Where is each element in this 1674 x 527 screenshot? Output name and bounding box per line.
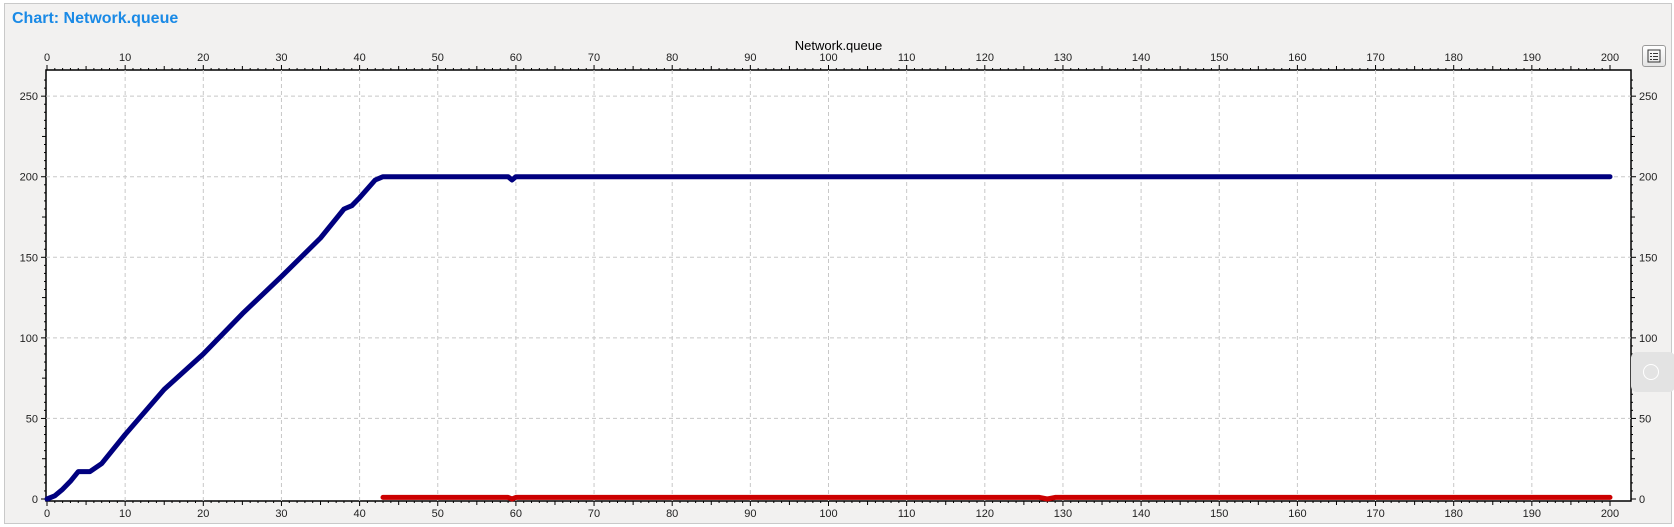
x-tick-label-top: 20 (197, 52, 209, 64)
x-tick-label-top: 100 (819, 52, 837, 64)
x-tick-label-bottom: 30 (275, 508, 287, 520)
x-tick-label-bottom: 10 (119, 508, 131, 520)
x-tick-label-bottom: 180 (1445, 508, 1463, 520)
x-tick-label-bottom: 120 (976, 508, 994, 520)
x-tick-label-bottom: 60 (510, 508, 522, 520)
legend-toggle-button[interactable] (1642, 45, 1666, 67)
x-tick-label-bottom: 70 (588, 508, 600, 520)
x-tick-label-bottom: 170 (1366, 508, 1384, 520)
x-tick-label-top: 40 (353, 52, 365, 64)
x-tick-label-bottom: 90 (744, 508, 756, 520)
chart-area[interactable]: 0010102020303040405050606070708080909010… (5, 4, 1671, 523)
x-tick-label-top: 110 (898, 52, 916, 64)
x-tick-label-bottom: 100 (819, 508, 837, 520)
x-tick-label-top: 130 (1054, 52, 1072, 64)
x-tick-label-top: 70 (588, 52, 600, 64)
x-tick-label-bottom: 150 (1210, 508, 1228, 520)
y-tick-label-right: 50 (1639, 413, 1651, 425)
x-tick-label-bottom: 80 (666, 508, 678, 520)
y-tick-label-right: 200 (1639, 172, 1657, 184)
x-tick-label-bottom: 40 (353, 508, 365, 520)
y-tick-label-right: 0 (1639, 494, 1645, 506)
x-tick-label-bottom: 50 (432, 508, 444, 520)
window-title: Chart: Network.queue (12, 10, 179, 27)
y-tick-label-left: 50 (26, 413, 38, 425)
series-lines (44, 174, 1613, 502)
x-tick-label-top: 170 (1366, 52, 1384, 64)
x-tick-label-top: 180 (1445, 52, 1463, 64)
x-tick-label-top: 80 (666, 52, 678, 64)
x-tick-label-bottom: 200 (1601, 508, 1619, 520)
tick-labels: 0010102020303040405050606070708080909010… (20, 52, 1658, 520)
x-tick-label-bottom: 0 (44, 508, 50, 520)
series-line-2 (380, 494, 1613, 502)
series-line-1 (44, 174, 1613, 502)
x-tick-label-top: 140 (1132, 52, 1150, 64)
chart-window: Chart: Network.queue 0 0 10 10 20 20 30 30 40 40 5… (4, 3, 1674, 524)
x-tick-label-bottom: 130 (1054, 508, 1072, 520)
list-icon (1647, 49, 1661, 63)
plot-background (45, 69, 1632, 502)
x-tick-label-top: 150 (1210, 52, 1228, 64)
y-tick-label-right: 100 (1639, 333, 1657, 345)
x-tick-label-top: 200 (1601, 52, 1619, 64)
y-tick-label-right: 150 (1639, 252, 1657, 264)
y-tick-label-left: 250 (20, 91, 38, 103)
x-tick-label-top: 30 (275, 52, 287, 64)
x-tick-label-top: 10 (119, 52, 131, 64)
x-tick-label-bottom: 140 (1132, 508, 1150, 520)
y-tick-label-right: 250 (1639, 91, 1657, 103)
x-tick-label-top: 120 (976, 52, 994, 64)
y-tick-label-left: 100 (20, 333, 38, 345)
chart-title: Network.queue (795, 38, 882, 53)
x-tick-label-top: 190 (1523, 52, 1541, 64)
x-tick-label-top: 60 (510, 52, 522, 64)
x-tick-label-top: 50 (432, 52, 444, 64)
x-tick-label-bottom: 20 (197, 508, 209, 520)
x-tick-label-bottom: 110 (898, 508, 916, 520)
side-panel-handle[interactable] (1631, 352, 1674, 392)
x-tick-label-top: 0 (44, 52, 50, 64)
y-tick-label-left: 200 (20, 172, 38, 184)
circle-icon (1643, 364, 1659, 380)
y-tick-label-left: 0 (32, 494, 38, 506)
x-tick-label-top: 90 (744, 52, 756, 64)
x-tick-label-bottom: 160 (1288, 508, 1306, 520)
x-tick-label-top: 160 (1288, 52, 1306, 64)
y-tick-label-left: 150 (20, 252, 38, 264)
x-tick-label-bottom: 190 (1523, 508, 1541, 520)
